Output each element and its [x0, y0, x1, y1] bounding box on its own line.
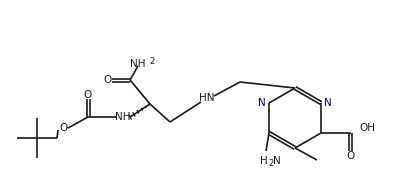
Text: O: O	[104, 75, 112, 85]
Text: N: N	[258, 98, 266, 108]
Text: N: N	[273, 156, 281, 166]
Text: OH: OH	[359, 123, 375, 133]
Text: H: H	[260, 156, 268, 166]
Text: 2: 2	[268, 159, 274, 167]
Text: NH: NH	[130, 59, 146, 69]
Text: N: N	[324, 98, 332, 108]
Text: O: O	[59, 123, 67, 133]
Text: 2: 2	[150, 57, 155, 66]
Text: HN: HN	[199, 93, 215, 103]
Text: O: O	[84, 90, 92, 100]
Text: NH: NH	[115, 112, 131, 122]
Text: O: O	[347, 151, 355, 161]
